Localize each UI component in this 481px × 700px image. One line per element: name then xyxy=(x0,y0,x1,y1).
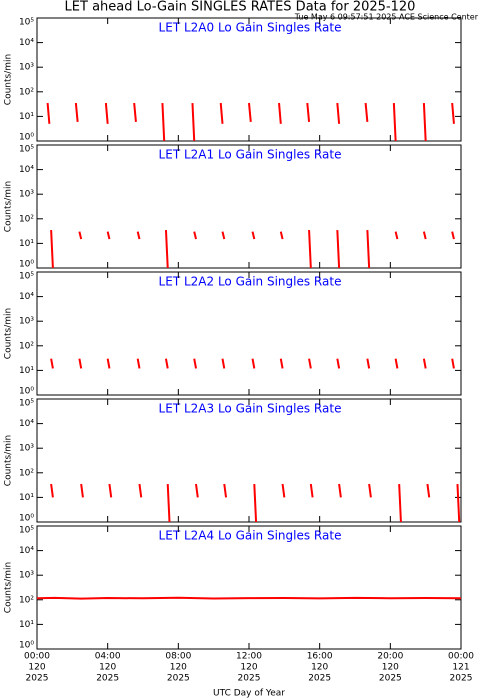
y-axis-label: Counts/min xyxy=(4,54,14,105)
y-tick-label: 10⁰ xyxy=(19,514,34,524)
data-line xyxy=(50,483,461,523)
panel-title: LET L2A4 Lo Gain Singles Rate xyxy=(159,529,342,543)
y-tick-label: 10⁴ xyxy=(19,165,34,175)
y-tick-label: 10³ xyxy=(19,317,34,327)
plot-frame xyxy=(36,398,462,523)
x-tick-label: 00:00 xyxy=(24,652,50,662)
y-tick-label: 10⁰ xyxy=(19,387,34,397)
y-axis-label: Counts/min xyxy=(4,308,14,359)
panel-title: LET L2A3 Lo Gain Singles Rate xyxy=(159,402,342,416)
y-tick-label: 10³ xyxy=(19,63,34,73)
y-tick-label: 10⁴ xyxy=(19,292,34,302)
plot-frame xyxy=(36,271,462,396)
y-tick-label: 10² xyxy=(19,87,34,97)
y-tick-label: 10⁰ xyxy=(19,641,34,651)
x-tick-label: 20:00 xyxy=(377,652,403,662)
x-tick-doy: 120 xyxy=(240,663,257,673)
y-tick-label: 10¹ xyxy=(19,239,34,249)
y-tick-label: 10³ xyxy=(19,571,34,581)
y-tick-label: 10¹ xyxy=(19,620,34,630)
x-tick-label: 00:00 xyxy=(448,652,474,662)
y-tick-label: 10¹ xyxy=(19,366,34,376)
x-tick-year: 2025 xyxy=(96,674,119,684)
plot-frame xyxy=(36,525,462,650)
data-line xyxy=(46,102,455,142)
x-tick-doy: 120 xyxy=(311,663,328,673)
y-tick-label: 10¹ xyxy=(19,493,34,503)
y-tick-label: 10⁵ xyxy=(19,145,34,155)
x-tick-label: 12:00 xyxy=(236,652,262,662)
y-tick-label: 10⁰ xyxy=(19,133,34,143)
plot-frame xyxy=(36,144,462,269)
y-tick-label: 10⁵ xyxy=(19,526,34,536)
y-tick-label: 10² xyxy=(19,595,34,605)
chart-title: LET ahead Lo-Gain SINGLES RATES Data for… xyxy=(65,0,416,15)
data-line xyxy=(50,358,455,369)
x-tick-label: 16:00 xyxy=(307,652,333,662)
y-tick-label: 10² xyxy=(19,468,34,478)
x-tick-doy: 120 xyxy=(170,663,187,673)
y-tick-label: 10⁵ xyxy=(19,18,34,28)
x-tick-doy: 120 xyxy=(28,663,45,673)
x-tick-doy: 121 xyxy=(452,663,469,673)
x-tick-year: 2025 xyxy=(308,674,331,684)
x-tick-doy: 120 xyxy=(382,663,399,673)
x-tick-year: 2025 xyxy=(379,674,402,684)
y-tick-label: 10⁵ xyxy=(19,272,34,282)
y-axis-label: Counts/min xyxy=(4,562,14,613)
y-tick-label: 10² xyxy=(19,341,34,351)
y-tick-label: 10³ xyxy=(19,444,34,454)
data-line xyxy=(50,229,455,269)
panel-title: LET L2A2 Lo Gain Singles Rate xyxy=(159,275,342,289)
y-axis-label: Counts/min xyxy=(4,181,14,232)
x-axis-label: UTC Day of Year xyxy=(213,689,285,699)
plot-frame xyxy=(36,17,462,142)
x-tick-label: 04:00 xyxy=(95,652,121,662)
x-tick-year: 2025 xyxy=(167,674,190,684)
y-tick-label: 10⁴ xyxy=(19,546,34,556)
panel-title: LET L2A0 Lo Gain Singles Rate xyxy=(159,21,342,35)
panel-title: LET L2A1 Lo Gain Singles Rate xyxy=(159,148,342,162)
x-tick-year: 2025 xyxy=(238,674,261,684)
data-line xyxy=(36,596,462,600)
y-tick-label: 10⁴ xyxy=(19,38,34,48)
y-tick-label: 10⁵ xyxy=(19,399,34,409)
y-tick-label: 10³ xyxy=(19,190,34,200)
x-tick-doy: 120 xyxy=(99,663,116,673)
subtitle: Tue May 6 09:57:51 2025 ACE Science Cent… xyxy=(294,13,479,22)
y-tick-label: 10⁰ xyxy=(19,260,34,270)
x-tick-year: 2025 xyxy=(450,674,473,684)
y-tick-label: 10² xyxy=(19,214,34,224)
y-tick-label: 10⁴ xyxy=(19,419,34,429)
x-tick-label: 08:00 xyxy=(165,652,191,662)
y-tick-label: 10¹ xyxy=(19,112,34,122)
y-axis-label: Counts/min xyxy=(4,435,14,486)
x-tick-year: 2025 xyxy=(26,674,49,684)
